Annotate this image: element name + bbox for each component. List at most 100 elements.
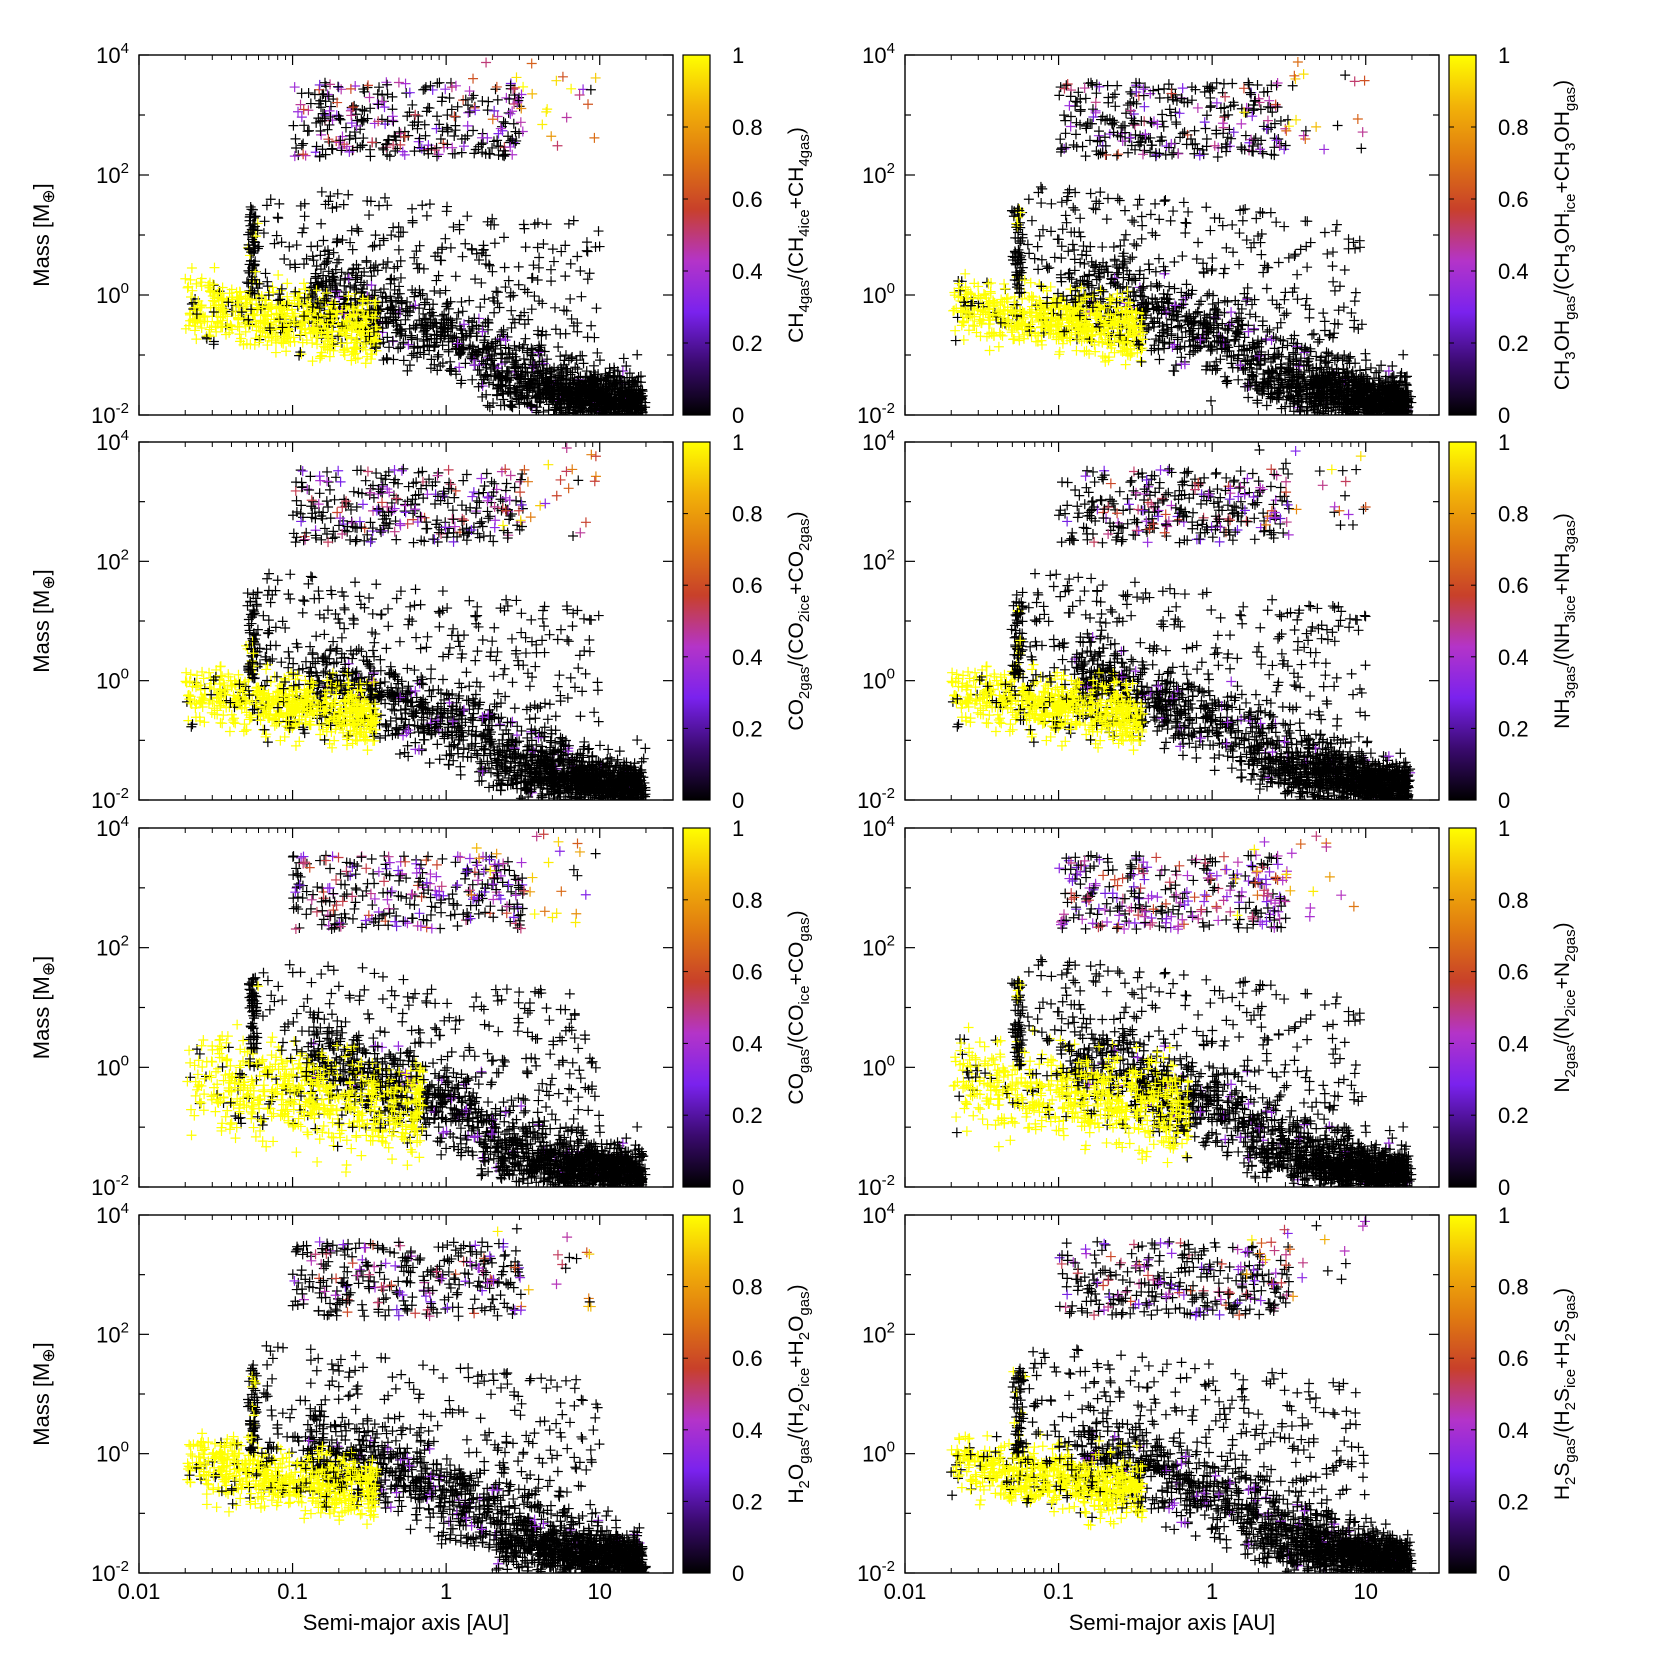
- data-point: [389, 274, 400, 285]
- data-point: [389, 130, 400, 141]
- data-point: [526, 343, 537, 354]
- data-point: [193, 295, 204, 306]
- data-point: [560, 271, 571, 282]
- data-point: [369, 240, 380, 251]
- data-point: [318, 235, 329, 246]
- data-point: [508, 290, 519, 301]
- data-point: [468, 73, 479, 84]
- data-point: [528, 260, 539, 271]
- data-point: [478, 374, 489, 385]
- data-point: [284, 298, 295, 309]
- data-point: [387, 301, 398, 312]
- data-point: [205, 285, 216, 296]
- data-point: [269, 238, 280, 249]
- data-point: [492, 135, 503, 146]
- data-point: [1358, 417, 1368, 427]
- data-point: [575, 265, 586, 276]
- data-point: [1278, 335, 1289, 346]
- data-point: [364, 304, 375, 315]
- data-point: [518, 81, 529, 92]
- data-point: [442, 124, 453, 135]
- data-point: [428, 299, 439, 310]
- data-point: [336, 326, 347, 337]
- data-point: [497, 373, 508, 384]
- data-point: [322, 343, 333, 354]
- data-point: [534, 377, 545, 388]
- data-point: [296, 112, 307, 123]
- data-point: [301, 253, 312, 264]
- data-point: [270, 347, 281, 358]
- data-point: [276, 320, 287, 331]
- data-point: [514, 399, 525, 410]
- data-point: [519, 284, 530, 295]
- data-point: [1355, 417, 1365, 427]
- data-point: [1249, 324, 1260, 335]
- data-point: [343, 268, 354, 279]
- colorbar-gradient: [682, 54, 711, 416]
- data-point: [256, 291, 267, 302]
- data-point: [612, 419, 622, 429]
- data-point: [538, 238, 549, 249]
- data-point: [369, 336, 380, 347]
- data-point: [505, 108, 516, 119]
- data-point: [585, 372, 596, 383]
- data-point: [296, 140, 307, 151]
- data-point: [526, 379, 537, 390]
- data-point: [520, 242, 531, 253]
- data-point: [479, 337, 490, 348]
- data-point: [183, 281, 194, 292]
- data-point: [610, 389, 621, 400]
- data-point: [344, 146, 355, 157]
- data-point: [524, 378, 535, 389]
- data-point: [313, 312, 324, 323]
- data-point: [352, 272, 363, 283]
- data-point: [303, 125, 314, 136]
- data-point: [621, 360, 632, 371]
- data-point: [332, 236, 343, 247]
- data-point: [185, 274, 196, 285]
- data-point: [999, 283, 1010, 294]
- data-point: [432, 78, 443, 89]
- data-point: [263, 290, 274, 301]
- data-point: [547, 389, 558, 400]
- data-point: [381, 352, 392, 363]
- data-point: [417, 200, 428, 211]
- data-point: [505, 291, 516, 302]
- data-point: [407, 203, 418, 214]
- data-point: [244, 267, 255, 278]
- data-point: [345, 299, 356, 310]
- data-point: [470, 274, 481, 285]
- data-point: [548, 256, 559, 267]
- data-point: [276, 283, 287, 294]
- data-point: [334, 137, 345, 148]
- data-point: [950, 325, 961, 336]
- data-point: [352, 115, 363, 126]
- data-point: [447, 142, 458, 153]
- data-point: [481, 343, 492, 354]
- data-point: [470, 105, 481, 116]
- data-point: [516, 371, 527, 382]
- data-point: [590, 72, 601, 83]
- data-point: [243, 239, 254, 250]
- data-point: [222, 319, 233, 330]
- data-point: [274, 198, 285, 209]
- data-point: [258, 228, 269, 239]
- data-point: [242, 293, 253, 304]
- data-point: [457, 251, 468, 262]
- data-point: [348, 349, 359, 360]
- data-point: [574, 89, 585, 100]
- data-point: [1372, 416, 1382, 426]
- data-point: [299, 292, 310, 303]
- data-point: [446, 104, 457, 115]
- data-point: [294, 288, 305, 299]
- data-point: [241, 277, 252, 288]
- data-point: [398, 337, 409, 348]
- data-point: [349, 127, 360, 138]
- data-point: [1192, 307, 1203, 318]
- y-tick-label: 104: [96, 40, 129, 68]
- data-point: [298, 278, 309, 289]
- data-point: [208, 307, 219, 318]
- data-point: [560, 350, 571, 361]
- data-point: [585, 84, 596, 95]
